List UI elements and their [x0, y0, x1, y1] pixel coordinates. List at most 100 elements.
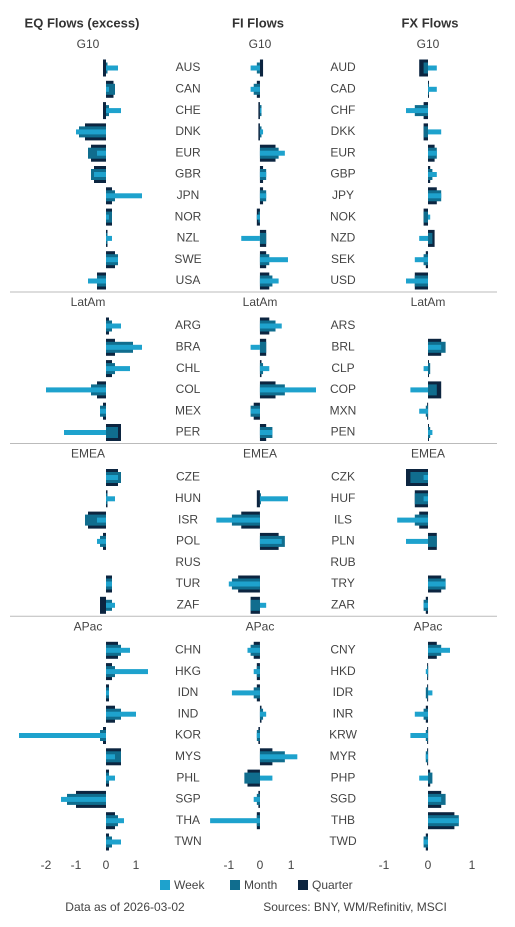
bar — [106, 602, 115, 608]
bar — [106, 83, 115, 95]
bar — [259, 129, 264, 135]
bar — [210, 818, 260, 824]
category-label: AUS — [176, 60, 201, 74]
category-label: IDN — [178, 685, 199, 699]
category-label: RUS — [175, 555, 200, 569]
bar — [423, 496, 428, 502]
bar — [250, 344, 260, 350]
category-label: COP — [330, 382, 356, 396]
legend-label: Week — [174, 878, 205, 892]
bar — [414, 711, 428, 717]
category-label: MYS — [175, 749, 201, 763]
bar — [250, 599, 260, 611]
category-label: DKK — [331, 124, 356, 138]
bar — [259, 366, 270, 372]
bar — [97, 517, 106, 523]
category-label: IDR — [333, 685, 354, 699]
bar — [97, 538, 106, 544]
bar — [106, 65, 118, 71]
bar — [259, 257, 288, 263]
x-tick-label: 0 — [425, 858, 432, 872]
bar — [106, 323, 121, 329]
category-label: PHL — [176, 770, 200, 784]
bar — [256, 490, 260, 508]
category-label: NZD — [331, 231, 356, 245]
bar — [428, 384, 437, 396]
category-label: PHP — [331, 770, 356, 784]
category-label: CHL — [176, 361, 200, 375]
x-tick-label: -1 — [379, 858, 390, 872]
category-label: TWD — [329, 834, 357, 848]
category-label: BRA — [176, 339, 201, 353]
category-label: NOR — [175, 209, 202, 223]
bar — [428, 690, 433, 696]
bar — [106, 427, 118, 438]
bar — [19, 733, 106, 738]
category-label: ISR — [178, 512, 198, 526]
bar — [428, 535, 437, 547]
legend-swatch — [298, 880, 308, 890]
bar — [250, 86, 260, 92]
bar — [406, 538, 428, 544]
bar — [259, 775, 273, 781]
x-tick-label: 0 — [103, 858, 110, 872]
bar — [259, 602, 267, 608]
bar — [106, 214, 109, 220]
bar — [259, 323, 282, 329]
bar — [428, 193, 442, 199]
bar — [423, 602, 428, 608]
group-label: LatAm — [243, 295, 278, 309]
group-label: LatAm — [71, 295, 106, 309]
bar — [88, 278, 106, 284]
category-label: THB — [331, 813, 355, 827]
bar — [428, 129, 442, 135]
bar — [106, 711, 136, 717]
bar — [106, 775, 115, 781]
bar — [419, 408, 428, 414]
bar — [259, 341, 267, 353]
x-tick-label: -1 — [71, 858, 82, 872]
category-label: SWE — [174, 252, 201, 266]
bar — [46, 387, 106, 393]
bar — [423, 62, 428, 74]
bar — [428, 581, 446, 587]
bar — [428, 363, 431, 375]
bar — [259, 59, 264, 77]
category-label: HKD — [330, 664, 356, 678]
category-label: AUD — [330, 60, 356, 74]
category-label: EUR — [330, 145, 356, 159]
bar — [106, 690, 109, 696]
category-label: CHE — [175, 103, 200, 117]
category-label: CNY — [330, 642, 355, 656]
bar — [419, 775, 428, 781]
bar — [259, 172, 267, 177]
category-label: SGD — [330, 792, 356, 806]
legend-label: Month — [244, 878, 277, 892]
category-label: KRW — [329, 728, 357, 742]
bar — [231, 690, 260, 696]
category-label: DNK — [175, 124, 200, 138]
bar — [428, 86, 437, 92]
category-label: CZK — [331, 470, 355, 484]
bar — [258, 123, 260, 141]
category-label: SGP — [175, 792, 200, 806]
bar — [259, 193, 267, 199]
group-label: APac — [414, 619, 443, 633]
category-label: TWN — [174, 834, 201, 848]
group-label: APac — [246, 619, 275, 633]
bar — [423, 366, 428, 372]
category-label: USD — [330, 273, 356, 287]
category-label: CHF — [331, 103, 356, 117]
bar — [259, 754, 298, 760]
category-label: HUN — [175, 491, 201, 505]
bar — [428, 647, 450, 653]
bar — [259, 711, 267, 717]
bar — [247, 647, 260, 653]
bar — [216, 517, 260, 523]
bar — [76, 129, 106, 135]
category-label: NOK — [330, 209, 356, 223]
bar — [100, 408, 106, 414]
category-label: MXN — [330, 403, 357, 417]
bar — [106, 366, 130, 372]
